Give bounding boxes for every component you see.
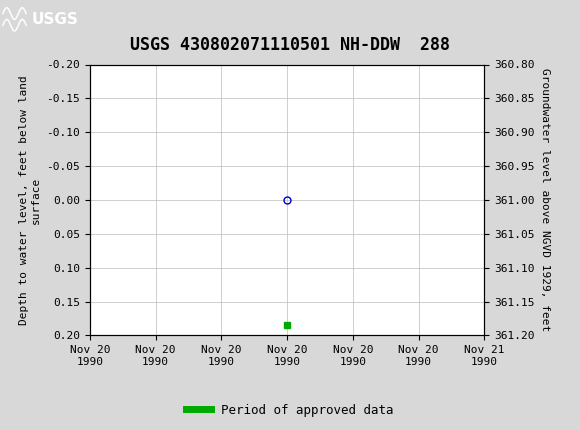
Legend: Period of approved data: Period of approved data bbox=[181, 399, 399, 421]
Text: USGS: USGS bbox=[32, 12, 79, 27]
Y-axis label: Groundwater level above NGVD 1929, feet: Groundwater level above NGVD 1929, feet bbox=[540, 68, 550, 332]
Y-axis label: Depth to water level, feet below land
surface: Depth to water level, feet below land su… bbox=[19, 75, 41, 325]
Text: USGS 430802071110501 NH-DDW  288: USGS 430802071110501 NH-DDW 288 bbox=[130, 36, 450, 54]
